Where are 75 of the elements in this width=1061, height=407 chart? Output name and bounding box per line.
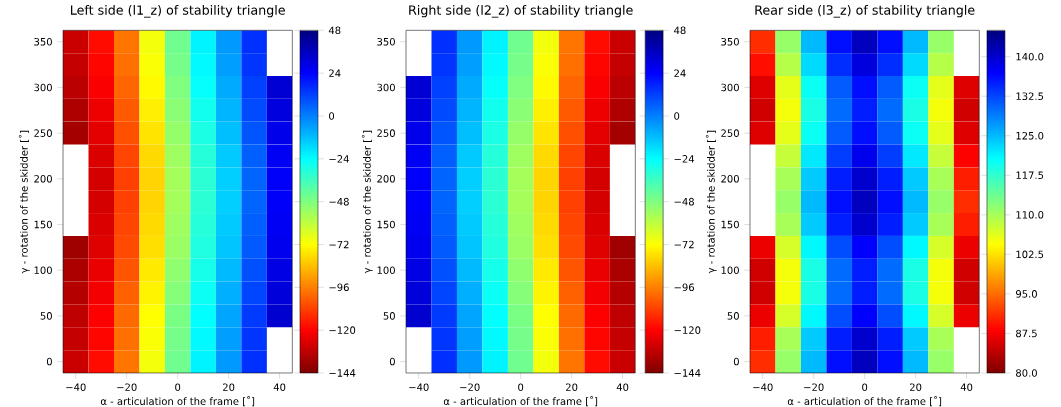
- x-tick-label: 40: [616, 383, 629, 391]
- chart-title: Rear side (l3_z) of stability triangle: [755, 5, 975, 18]
- y-tick-label: 300: [34, 83, 52, 92]
- color-bar-label: 80.0: [1016, 369, 1037, 377]
- color-bar-label: 125.0: [1016, 131, 1044, 140]
- chart-title: Left side (l1_z) of stability triangle: [71, 5, 285, 18]
- y-axis-title: γ - rotation of the skidder [˚]: [705, 130, 717, 274]
- y-tick-label: 350: [377, 37, 395, 46]
- x-tick-label: −20: [804, 383, 824, 391]
- x-tick-label: −40: [753, 383, 773, 391]
- color-bar-label: −120: [674, 326, 701, 334]
- color-bar-label: −144: [329, 369, 356, 377]
- color-bar-label: 132.5: [1016, 92, 1044, 101]
- y-tick-label: 150: [721, 220, 739, 229]
- color-bar-label: −144: [674, 369, 701, 377]
- x-tick-label: −20: [117, 383, 137, 391]
- x-tick-label: 0: [175, 383, 181, 391]
- color-bar-label: −72: [674, 240, 694, 249]
- x-tick-label: −40: [66, 383, 86, 391]
- color-bar-label: 48: [674, 26, 686, 35]
- color-bar-label: −96: [674, 283, 695, 292]
- color-bar-label: 102.5: [1016, 250, 1044, 259]
- color-bar-label: −48: [674, 197, 694, 206]
- color-bar-label: 110.0: [1016, 211, 1044, 219]
- x-tick-label: 0: [862, 383, 868, 391]
- color-bar-label: 95.0: [1015, 290, 1037, 298]
- x-tick-label: 40: [273, 383, 286, 391]
- color-bar-label: −24: [674, 155, 695, 163]
- color-bar-label: 0: [329, 112, 335, 120]
- y-tick-label: 250: [721, 129, 739, 137]
- y-tick-label: 0: [46, 357, 52, 366]
- y-axis-title: γ - rotation of the skidder [˚]: [361, 130, 373, 274]
- y-tick-label: 50: [40, 312, 52, 320]
- color-bar-label: −96: [329, 283, 349, 292]
- y-tick-label: 0: [389, 357, 395, 366]
- x-tick-label: 0: [518, 383, 524, 391]
- y-tick-label: 200: [377, 175, 395, 183]
- color-bar-label: 117.5: [1016, 171, 1044, 180]
- y-tick-label: 50: [383, 312, 395, 320]
- y-tick-label: 350: [34, 37, 52, 46]
- color-bar-label: 24: [674, 69, 686, 77]
- y-tick-label: 300: [377, 83, 395, 92]
- y-tick-label: 50: [727, 312, 739, 320]
- y-tick-label: 200: [721, 175, 739, 183]
- color-bar-label: −24: [329, 155, 349, 163]
- color-bar-label: 48: [328, 26, 341, 35]
- color-bar-label: −72: [329, 240, 349, 249]
- color-bar-label: −48: [329, 197, 349, 206]
- x-tick-label: 20: [565, 383, 578, 391]
- x-tick-label: 40: [960, 383, 973, 391]
- x-axis-title: α - articulation of the frame [˚]: [787, 396, 942, 407]
- x-tick-label: −40: [409, 383, 429, 391]
- y-tick-label: 150: [377, 220, 395, 229]
- color-bar-label: 140.0: [1016, 52, 1044, 61]
- y-tick-label: 100: [34, 266, 52, 274]
- y-tick-label: 350: [721, 37, 739, 46]
- color-bar-label: 24: [329, 69, 341, 77]
- y-tick-label: 250: [34, 129, 52, 137]
- y-tick-label: 0: [733, 357, 739, 366]
- color-bar-label: 0: [674, 112, 680, 120]
- x-axis-title: α - articulation of the frame [˚]: [443, 396, 598, 407]
- color-bar-label: −120: [329, 326, 356, 334]
- y-tick-label: 250: [377, 129, 395, 137]
- y-axis-title: γ - rotation of the skidder [˚]: [18, 130, 30, 274]
- x-tick-label: 20: [909, 383, 922, 391]
- y-tick-label: 150: [34, 220, 52, 229]
- chart-title: Right side (l2_z) of stability triangle: [409, 5, 633, 18]
- y-tick-label: 100: [721, 266, 739, 274]
- color-bar-label: 87.5: [1016, 329, 1037, 338]
- y-tick-label: 100: [377, 266, 395, 274]
- x-axis-title: α - articulation of the frame [˚]: [100, 396, 255, 407]
- y-tick-label: 300: [721, 83, 739, 92]
- y-tick-label: 200: [34, 175, 52, 183]
- x-tick-label: −20: [460, 383, 480, 391]
- x-tick-label: 20: [223, 383, 235, 391]
